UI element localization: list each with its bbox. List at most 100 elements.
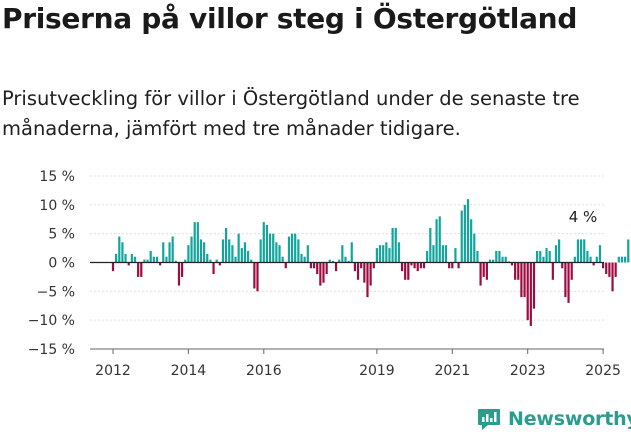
bar [482,262,485,277]
x-axis: 2012 2014 2016 2019 2021 2023 2025 [90,261,621,379]
bar [137,262,140,277]
y-axis: 15 % 10 % 5 % 0 % −5 % −10 % −15 % [28,169,75,358]
bar [520,262,523,298]
bars [111,199,630,326]
bar [347,260,350,263]
bar [231,245,234,263]
bar [444,245,448,263]
bar [133,256,137,263]
bar [466,199,470,263]
bar [404,262,407,280]
bar [165,256,168,263]
page-title: Priserna på villor steg i Östergötland [2,2,578,35]
bar [369,262,372,286]
bar [281,256,284,263]
bar [262,222,265,263]
bar [338,259,341,263]
bar [259,239,262,263]
bar [583,239,586,263]
bar [240,248,243,263]
bar [407,262,410,280]
x-tick-label: 2021 [434,363,470,379]
bar [328,259,331,263]
bar [495,250,498,263]
y-tick-label: 0 % [48,256,75,272]
bar [570,262,573,280]
bar [149,250,152,263]
bar [460,210,463,263]
bar [275,242,278,263]
y-tick-label: −5 % [37,284,75,300]
bar [287,236,291,263]
bar [316,262,319,275]
x-tick-label: 2012 [95,363,131,379]
bar [564,262,567,298]
bar [356,262,360,280]
bar [602,262,605,269]
bar [438,216,441,263]
y-tick-label: 5 % [48,227,75,243]
bar [617,256,620,263]
bar [476,250,479,263]
bar [580,239,583,263]
bar [542,256,545,263]
bar [454,248,457,263]
bar [385,242,388,263]
bar [127,262,130,266]
bar [322,262,325,283]
bar [470,219,473,263]
bar [253,262,256,289]
bar [187,245,190,263]
bar [510,262,514,266]
bar [391,227,394,263]
bar [422,262,426,269]
bar [589,256,592,263]
bar [111,262,115,272]
bar [206,253,209,263]
bar [121,242,124,263]
bar [592,262,595,266]
bar [152,256,155,263]
bar [382,245,385,263]
bar [360,262,363,269]
bar [272,233,275,263]
bar [548,250,551,263]
bar [413,262,416,269]
bar [429,227,432,263]
bar [181,262,184,277]
bar [294,233,297,263]
bar [159,262,162,266]
brand-name: Newsworthy [508,408,631,430]
bar [115,253,118,263]
bar [576,239,580,263]
bar [162,242,165,263]
bar [620,256,624,263]
bar [353,262,357,272]
bar [118,236,121,263]
bar [448,262,451,269]
bar [504,256,507,263]
bar [586,250,589,263]
bar [312,262,316,269]
bar [341,245,344,263]
x-tick-label: 2023 [510,363,546,379]
bar [306,245,309,263]
bar [435,219,438,263]
y-tick-label: 15 % [39,169,75,185]
bar [623,256,627,263]
bar [203,242,206,263]
bar [309,262,313,269]
bar [451,262,454,269]
bar [344,256,347,263]
bar [331,260,334,263]
bar [536,250,539,263]
newsworthy-icon [478,409,500,430]
bar [265,225,269,263]
bar [366,262,369,298]
bar [567,262,570,303]
bar [300,253,303,263]
bar [419,262,422,269]
bar [256,262,259,292]
x-tick-label: 2016 [246,363,282,379]
bar [212,262,215,275]
